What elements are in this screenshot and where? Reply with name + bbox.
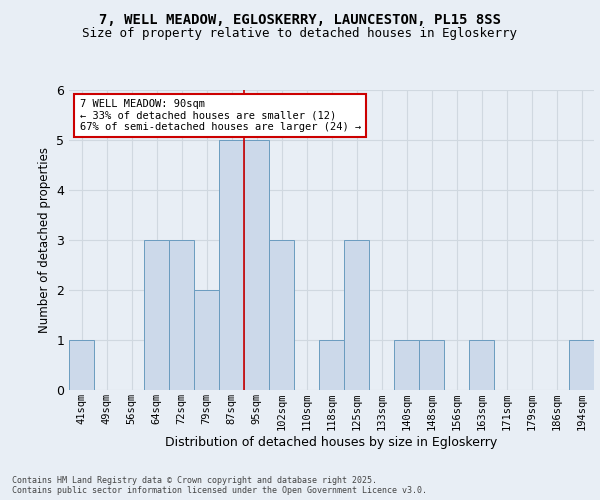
Bar xyxy=(569,340,594,390)
Bar xyxy=(244,140,269,390)
Bar xyxy=(269,240,294,390)
Bar xyxy=(469,340,494,390)
Y-axis label: Number of detached properties: Number of detached properties xyxy=(38,147,50,333)
Text: Contains HM Land Registry data © Crown copyright and database right 2025.
Contai: Contains HM Land Registry data © Crown c… xyxy=(12,476,427,495)
Bar xyxy=(144,240,169,390)
X-axis label: Distribution of detached houses by size in Egloskerry: Distribution of detached houses by size … xyxy=(166,436,497,449)
Bar xyxy=(344,240,369,390)
Bar xyxy=(69,340,94,390)
Text: 7 WELL MEADOW: 90sqm
← 33% of detached houses are smaller (12)
67% of semi-detac: 7 WELL MEADOW: 90sqm ← 33% of detached h… xyxy=(79,99,361,132)
Bar xyxy=(319,340,344,390)
Bar xyxy=(194,290,219,390)
Bar xyxy=(419,340,444,390)
Bar xyxy=(219,140,244,390)
Bar xyxy=(169,240,194,390)
Bar xyxy=(394,340,419,390)
Text: 7, WELL MEADOW, EGLOSKERRY, LAUNCESTON, PL15 8SS: 7, WELL MEADOW, EGLOSKERRY, LAUNCESTON, … xyxy=(99,12,501,26)
Text: Size of property relative to detached houses in Egloskerry: Size of property relative to detached ho… xyxy=(83,28,517,40)
